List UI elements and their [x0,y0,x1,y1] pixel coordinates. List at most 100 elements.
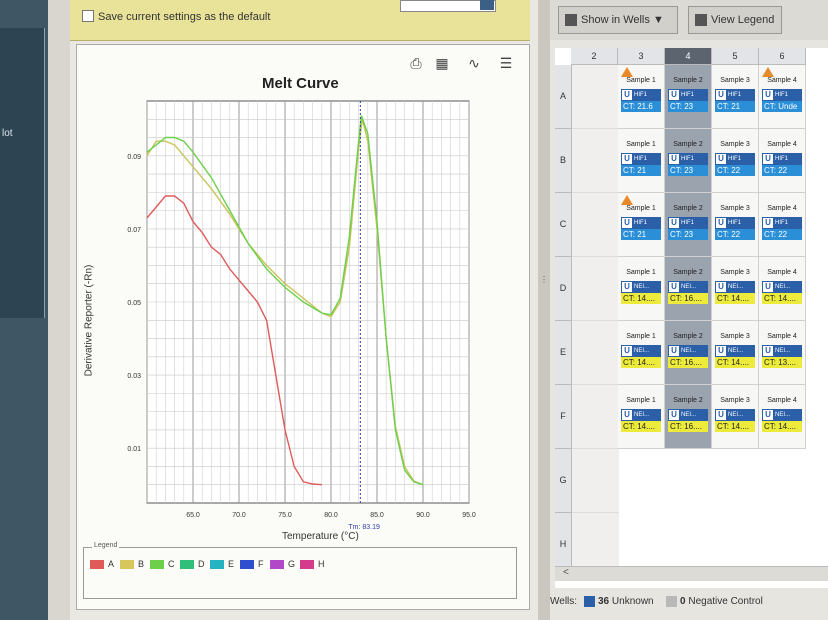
well-F4[interactable]: Sample 2 U NEI... CT: 16.... [665,385,712,449]
print-icon[interactable]: ⎙ [410,55,422,71]
x-tick-label: 85.0 [370,512,384,519]
column-header-2[interactable]: 2 [571,48,618,65]
unknown-task-icon: U [763,282,773,292]
legend-title: Legend [92,542,120,549]
legend-swatch [120,559,134,569]
well-F6[interactable]: Sample 4 U NEI... CT: 14.... [759,385,806,449]
well-target: U NEI... [762,281,802,293]
panel-divider [538,0,550,620]
legend-item-E[interactable]: E [210,559,234,569]
splitter-handle[interactable]: ⋮ [540,275,548,284]
export-icon[interactable]: ▦ [435,55,449,71]
well-empty[interactable] [572,65,619,129]
row-header-D[interactable]: D [555,257,572,321]
well-ct-value: CT: 13.... [762,357,802,368]
well-B4[interactable]: Sample 2 U HIF1 CT: 23 [665,129,712,193]
well-target: U HIF1 [715,153,755,165]
well-C3[interactable]: Sample 1 U HIF1 CT: 21 [618,193,665,257]
legend-item-H[interactable]: H [300,559,325,569]
column-header-6[interactable]: 6 [759,48,806,65]
well-D5[interactable]: Sample 3 U NEI... CT: 14.... [712,257,759,321]
column-header-3[interactable]: 3 [618,48,665,65]
save-default-checkbox[interactable] [82,10,94,22]
well-E4[interactable]: Sample 2 U NEI... CT: 16.... [665,321,712,385]
legend-item-G[interactable]: G [270,559,295,569]
well-B5[interactable]: Sample 3 U HIF1 CT: 22 [712,129,759,193]
well-ct-value: CT: 14.... [762,293,802,304]
well-ct-value: CT: 22 [762,229,802,240]
column-header-4[interactable]: 4 [665,48,712,65]
legend-swatch [90,559,104,569]
row-header-E[interactable]: E [555,321,572,385]
plot-settings-icon[interactable]: ∿ [468,55,480,71]
well-target-label: NEI... [775,412,791,418]
well-ct-value: CT: 21.6 [621,101,661,112]
well-target-label: HIF1 [775,156,789,162]
well-sample-name: Sample 3 [720,205,750,212]
well-E3[interactable]: Sample 1 U NEI... CT: 14.... [618,321,665,385]
row-header-C[interactable]: C [555,193,572,257]
warning-icon [621,195,633,205]
well-sample-name: Sample 3 [720,77,750,84]
row-header-B[interactable]: B [555,129,572,193]
well-empty[interactable] [572,257,619,321]
well-F5[interactable]: Sample 3 U NEI... CT: 14.... [712,385,759,449]
row-header-F[interactable]: F [555,385,572,449]
well-target-label: HIF1 [775,220,789,226]
column-header-5[interactable]: 5 [712,48,759,65]
well-A4[interactable]: Sample 2 U HIF1 CT: 23 [665,65,712,129]
unknown-task-icon: U [669,346,679,356]
well-D6[interactable]: Sample 4 U NEI... CT: 14.... [759,257,806,321]
well-E6[interactable]: Sample 4 U NEI... CT: 13.... [759,321,806,385]
well-E5[interactable]: Sample 3 U NEI... CT: 14.... [712,321,759,385]
well-empty[interactable] [572,385,619,449]
well-empty[interactable] [572,129,619,193]
legend-item-B[interactable]: B [120,559,144,569]
well-sample-name: Sample 3 [720,141,750,148]
well-F3[interactable]: Sample 1 U NEI... CT: 14.... [618,385,665,449]
list-icon[interactable]: ☰ [499,55,513,71]
well-sample-name: Sample 2 [673,141,703,148]
well-B6[interactable]: Sample 4 U HIF1 CT: 22 [759,129,806,193]
legend-item-F[interactable]: F [240,559,264,569]
well-empty[interactable] [572,321,619,385]
color-dropdown[interactable] [400,0,496,12]
well-A3[interactable]: Sample 1 U HIF1 CT: 21.6 [618,65,665,129]
well-A6[interactable]: Sample 4 U HIF1 CT: Unde [759,65,806,129]
well-ct-value: CT: 14.... [762,421,802,432]
well-ct-value: CT: 23 [668,165,708,176]
well-B3[interactable]: Sample 1 U HIF1 CT: 21 [618,129,665,193]
well-A5[interactable]: Sample 3 U HIF1 CT: 21 [712,65,759,129]
well-C6[interactable]: Sample 4 U HIF1 CT: 22 [759,193,806,257]
well-target: U NEI... [762,345,802,357]
view-legend-button[interactable]: View Legend [688,6,782,34]
legend: Legend A B C D E F G H [83,542,517,599]
legend-item-C[interactable]: C [150,559,175,569]
row-header-A[interactable]: A [555,65,572,129]
well-target-label: NEI... [728,284,744,290]
well-C4[interactable]: Sample 2 U HIF1 CT: 23 [665,193,712,257]
well-D4[interactable]: Sample 2 U NEI... CT: 16.... [665,257,712,321]
chevron-down-icon[interactable] [480,0,494,10]
scroll-left-icon[interactable]: < [563,567,569,578]
legend-item-D[interactable]: D [180,559,205,569]
well-D3[interactable]: Sample 1 U NEI... CT: 14.... [618,257,665,321]
tm-label: Tm: 83.19 [348,524,380,531]
y-tick-label: 0.01 [127,446,141,453]
unknown-task-icon: U [716,346,726,356]
left-sidebar: lot [0,0,48,620]
unknown-task-icon: U [669,282,679,292]
show-in-wells-button[interactable]: Show in Wells ▼ [558,6,678,34]
well-C5[interactable]: Sample 3 U HIF1 CT: 22 [712,193,759,257]
well-target-label: NEI... [634,412,650,418]
row-header-G[interactable]: G [555,449,572,513]
well-sample-name: Sample 2 [673,205,703,212]
well-empty[interactable] [572,193,619,257]
legend-item-A[interactable]: A [90,559,114,569]
legend-swatch [180,559,194,569]
x-tick-label: 95.0 [462,512,476,519]
horizontal-scrollbar[interactable]: < [555,566,828,581]
well-ct-value: CT: 16.... [668,357,708,368]
well-empty[interactable] [572,449,619,513]
legend-swatch [240,559,254,569]
